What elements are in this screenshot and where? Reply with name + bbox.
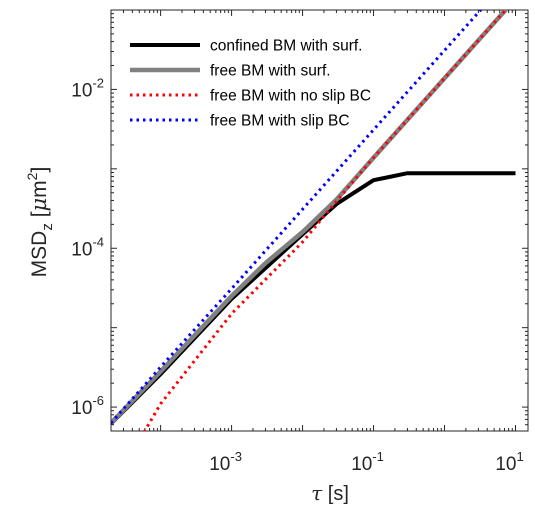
y-tick-label: 10-6 bbox=[71, 393, 104, 419]
legend-label-1: confined BM with surf. bbox=[210, 38, 362, 55]
series-line-1 bbox=[111, 171, 516, 426]
y-tick-label: 10-4 bbox=[71, 234, 104, 260]
series-line-3 bbox=[143, 10, 508, 431]
axes bbox=[110, 9, 529, 432]
x-axis-label: τ [s] bbox=[311, 481, 349, 505]
axis-labels: τ [s] MSDz [μm2] bbox=[24, 167, 349, 505]
y-tick-label: 10-2 bbox=[71, 75, 104, 101]
ticks bbox=[110, 9, 528, 432]
series-line-4 bbox=[111, 10, 483, 424]
y-axis-label: MSDz [μm2] bbox=[24, 167, 56, 278]
x-tick-label: 10-1 bbox=[351, 449, 384, 475]
legend: confined BM with surf. free BM with surf.… bbox=[130, 38, 371, 130]
x-tick-label: 101 bbox=[495, 449, 523, 475]
plot-frame bbox=[110, 9, 529, 432]
series-group bbox=[111, 10, 516, 431]
legend-label-4: free BM with slip BC bbox=[210, 113, 350, 130]
tick-labels: 10-3 10-1 101 10-6 10-4 10-2 bbox=[71, 75, 523, 475]
legend-label-2: free BM with surf. bbox=[210, 63, 331, 80]
x-tick-label: 10-3 bbox=[209, 449, 242, 475]
legend-label-3: free BM with no slip BC bbox=[210, 88, 371, 105]
